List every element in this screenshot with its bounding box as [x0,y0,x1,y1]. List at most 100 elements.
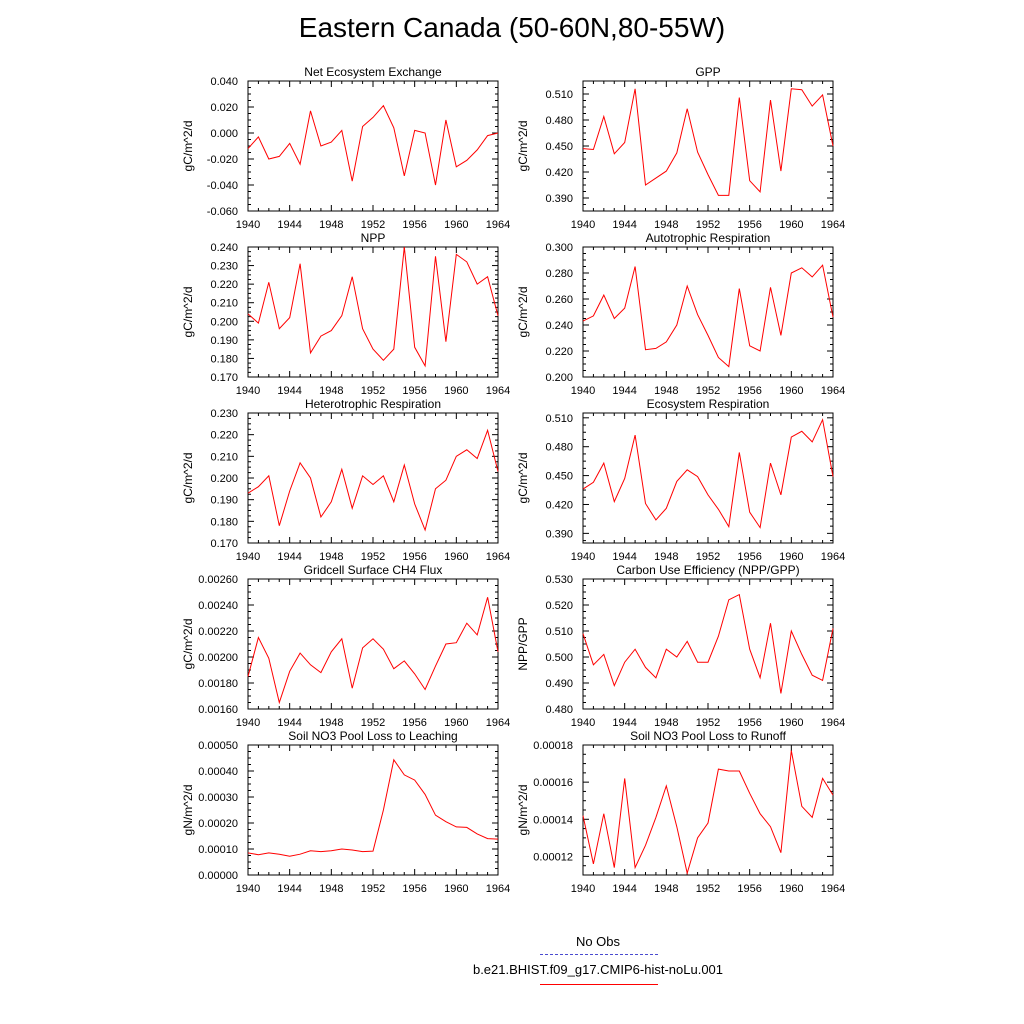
x-tick-label: 1948 [654,385,678,397]
x-tick-label: 1960 [444,219,468,231]
x-tick-label: 1956 [402,883,426,895]
x-tick-label: 1944 [277,385,301,397]
x-tick-label: 1944 [612,883,636,895]
x-tick-label: 1940 [236,717,260,729]
y-tick-label: 0.260 [545,294,573,306]
series-line [582,88,834,196]
x-tick-label: 1952 [696,385,720,397]
y-tick-label: 0.00014 [533,814,573,826]
chart-title: GPP [695,65,720,79]
chart-title: Soil NO3 Pool Loss to Leaching [288,729,457,743]
plot-frame [247,246,499,378]
series-line [582,750,834,876]
chart-panels: Net Ecosystem Exchange gC/m^2/d 1940 1944 19… [181,65,845,895]
x-tick-label: 1948 [319,385,343,397]
y-tick-label: 0.480 [545,442,573,454]
y-tick-label: 0.220 [545,346,573,358]
y-tick-label: 0.00040 [198,766,238,778]
x-tick-label: 1952 [361,219,385,231]
y-axis-label: gC/m^2/d [516,287,530,338]
series-line [582,593,834,694]
x-tick-label: 1960 [444,385,468,397]
y-tick-label: 0.510 [545,89,573,101]
y-tick-label: 0.220 [210,430,238,442]
y-tick-label: 0.530 [545,574,573,586]
y-tick-label: 0.200 [210,316,238,328]
y-tick-label: 0.00260 [198,574,238,586]
x-tick-label: 1956 [402,717,426,729]
x-tick-label: 1960 [779,385,803,397]
x-tick-label: 1940 [236,883,260,895]
y-tick-label: 0.00200 [198,652,238,664]
legend-obs-label: No Obs [575,934,621,949]
x-tick-label: 1940 [571,219,595,231]
y-tick-label: 0.390 [545,193,573,205]
x-tick-label: 1956 [737,883,761,895]
y-tick-label: 0.390 [545,528,573,540]
y-tick-label: 0.500 [545,652,573,664]
figure-title: Eastern Canada (50-60N,80-55W) [298,12,726,43]
y-tick-label: 0.00030 [198,792,238,804]
plot-frame [582,744,834,876]
chart-panel: Gridcell Surface CH4 Flux gC/m^2/d 1940 194… [181,563,510,729]
y-axis-label: gN/m^2/d [516,785,530,836]
y-tick-label: 0.200 [545,372,573,384]
y-tick-label: 0.210 [210,298,238,310]
x-tick-label: 1940 [571,551,595,563]
y-tick-label: 0.00240 [198,600,238,612]
x-tick-label: 1964 [821,551,845,563]
x-tick-label: 1952 [696,883,720,895]
x-tick-label: 1964 [821,385,845,397]
x-tick-label: 1952 [696,717,720,729]
x-tick-label: 1940 [236,385,260,397]
x-tick-label: 1944 [612,717,636,729]
y-tick-label: 0.170 [210,538,238,550]
y-tick-label: 0.240 [210,242,238,254]
plot-frame [582,80,834,212]
x-tick-label: 1952 [696,551,720,563]
x-tick-label: 1944 [277,219,301,231]
y-axis-label: gC/m^2/d [181,453,195,504]
chart-title: Soil NO3 Pool Loss to Runoff [630,729,787,743]
x-tick-label: 1944 [277,883,301,895]
chart-panel: Soil NO3 Pool Loss to Runoff gN/m^2/d 1940… [516,729,845,895]
y-tick-label: 0.000 [210,128,238,140]
y-tick-label: 0.170 [210,372,238,384]
series-line [247,246,499,368]
y-tick-label: 0.510 [545,413,573,425]
x-tick-label: 1948 [319,717,343,729]
y-tick-label: 0.00160 [198,704,238,716]
chart-panel: Carbon Use Efficiency (NPP/GPP) NPP/GPP 19… [516,563,845,729]
x-tick-label: 1940 [571,385,595,397]
x-tick-label: 1948 [319,551,343,563]
x-tick-label: 1960 [444,551,468,563]
plot-frame [582,412,834,544]
series-line [247,758,499,857]
chart-panel: Ecosystem Respiration gC/m^2/d 1940 1944 194… [516,397,845,563]
y-tick-label: -0.040 [207,180,238,192]
plot-frame [247,578,499,710]
plot-frame [247,80,499,212]
y-tick-label: 0.020 [210,102,238,114]
y-tick-label: 0.230 [210,408,238,420]
y-tick-label: 0.00180 [198,678,238,690]
chart-title: Ecosystem Respiration [647,397,770,411]
x-tick-label: 1956 [402,385,426,397]
series-line [247,428,499,532]
x-tick-label: 1964 [486,219,510,231]
x-tick-label: 1952 [696,219,720,231]
x-tick-label: 1944 [612,385,636,397]
y-tick-label: 0.190 [210,495,238,507]
x-tick-label: 1940 [571,883,595,895]
x-tick-label: 1960 [779,717,803,729]
chart-panel: Soil NO3 Pool Loss to Leaching gN/m^2/d 19… [181,729,510,895]
x-tick-label: 1956 [402,219,426,231]
x-tick-label: 1956 [402,551,426,563]
x-tick-label: 1948 [654,717,678,729]
y-tick-label: 0.420 [545,499,573,511]
y-tick-label: 0.00016 [533,777,573,789]
x-tick-label: 1948 [654,883,678,895]
y-tick-label: 0.190 [210,335,238,347]
x-tick-label: 1960 [779,219,803,231]
x-tick-label: 1948 [654,551,678,563]
